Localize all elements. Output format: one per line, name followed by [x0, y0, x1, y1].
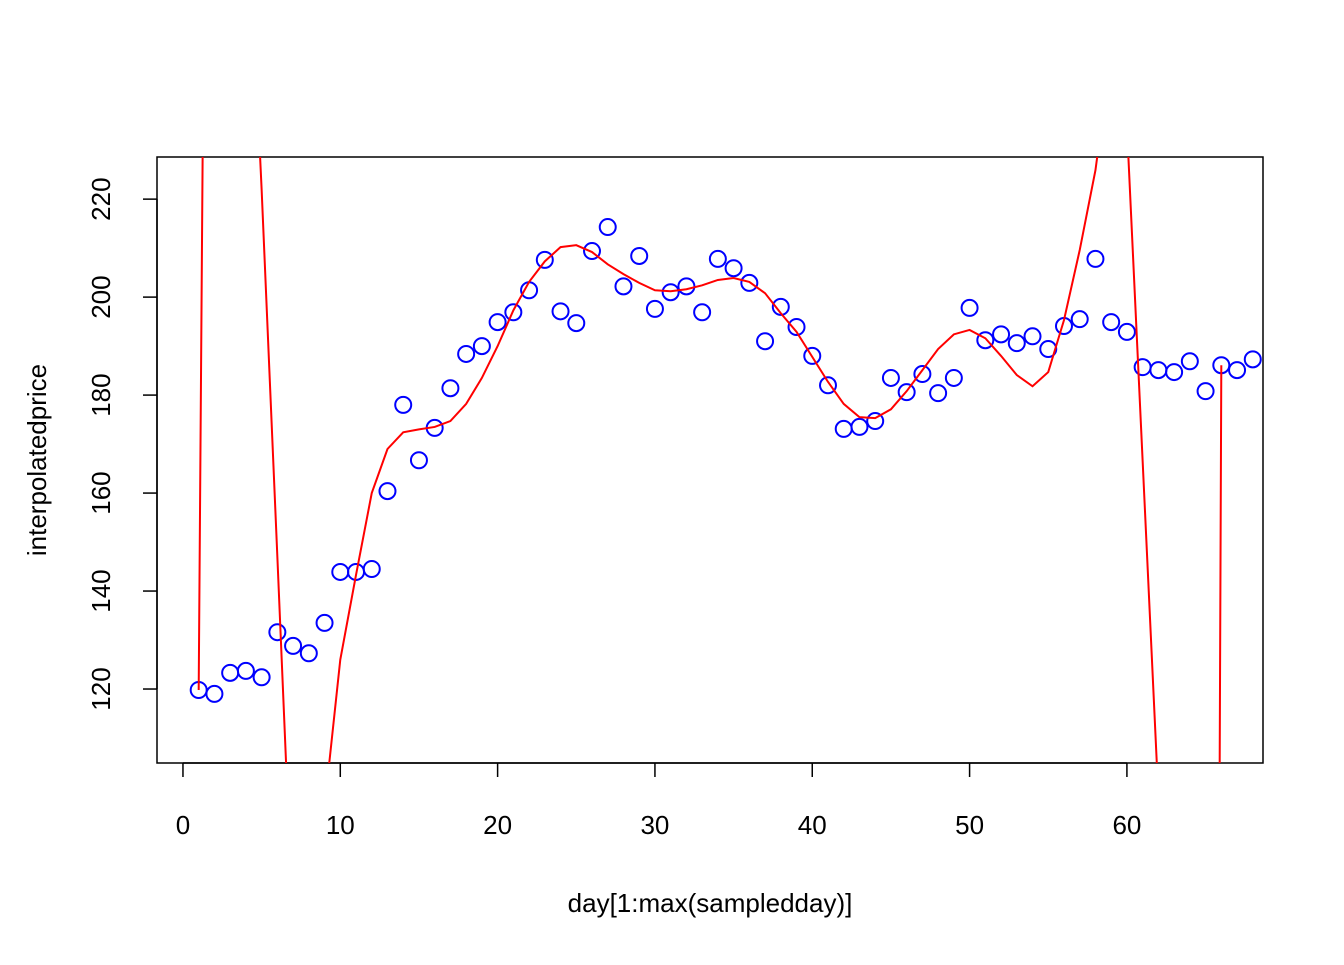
point — [236, 661, 255, 680]
x-tick-label: 50 — [955, 810, 984, 840]
point — [315, 613, 334, 632]
point — [787, 317, 806, 336]
point — [567, 314, 586, 333]
point — [771, 297, 790, 316]
point — [268, 623, 287, 642]
point — [850, 417, 869, 436]
point — [1102, 313, 1121, 332]
y-tick-label: 180 — [86, 373, 116, 416]
point — [1165, 363, 1184, 382]
point — [1149, 361, 1168, 380]
point — [866, 412, 885, 431]
point — [1228, 361, 1247, 380]
point — [1023, 327, 1042, 346]
y-axis-label: interpolatedprice — [22, 364, 52, 556]
x-tick-label: 20 — [483, 810, 512, 840]
point — [740, 273, 759, 292]
point — [881, 368, 900, 387]
point — [583, 242, 602, 261]
point — [1180, 352, 1199, 371]
point — [1117, 322, 1136, 341]
y-tick-label: 160 — [86, 471, 116, 514]
point — [960, 298, 979, 317]
x-tick-label: 10 — [326, 810, 355, 840]
point — [913, 365, 932, 384]
point — [551, 302, 570, 321]
point — [693, 303, 712, 322]
point — [598, 218, 617, 237]
point — [284, 636, 303, 655]
x-tick-label: 0 — [176, 810, 190, 840]
plot-box — [156, 156, 1264, 764]
point — [803, 346, 822, 365]
point — [944, 368, 963, 387]
y-tick-label: 120 — [86, 667, 116, 710]
point — [394, 395, 413, 414]
x-tick-label: 40 — [798, 810, 827, 840]
point — [472, 337, 491, 356]
point — [299, 644, 318, 663]
point — [441, 379, 460, 398]
x-axis-label: day[1:max(sampledday)] — [568, 888, 853, 918]
point — [535, 250, 554, 269]
point — [630, 246, 649, 265]
point — [708, 249, 727, 268]
point — [331, 562, 350, 581]
point — [378, 482, 397, 501]
point — [677, 277, 696, 296]
point — [756, 332, 775, 351]
x-tick-label: 60 — [1112, 810, 1141, 840]
point — [897, 383, 916, 402]
point — [1007, 334, 1026, 353]
point — [976, 331, 995, 350]
point — [992, 325, 1011, 344]
point — [1070, 310, 1089, 329]
point — [724, 259, 743, 278]
y-tick-label: 200 — [86, 275, 116, 318]
point — [1196, 382, 1215, 401]
point — [409, 451, 428, 470]
y-tick-label: 220 — [86, 177, 116, 220]
point — [1086, 249, 1105, 268]
point — [488, 313, 507, 332]
point — [614, 277, 633, 296]
plot-area — [189, 157, 1262, 763]
line — [197, 157, 1223, 763]
point — [661, 283, 680, 302]
point — [1243, 350, 1262, 369]
point — [457, 344, 476, 363]
point — [834, 419, 853, 438]
point — [205, 684, 224, 703]
point — [362, 560, 381, 579]
y-tick-label: 140 — [86, 569, 116, 612]
point — [252, 668, 271, 687]
point — [504, 303, 523, 322]
point — [929, 384, 948, 403]
point — [645, 299, 664, 318]
point — [221, 663, 240, 682]
point — [818, 376, 837, 395]
x-tick-label: 30 — [640, 810, 669, 840]
